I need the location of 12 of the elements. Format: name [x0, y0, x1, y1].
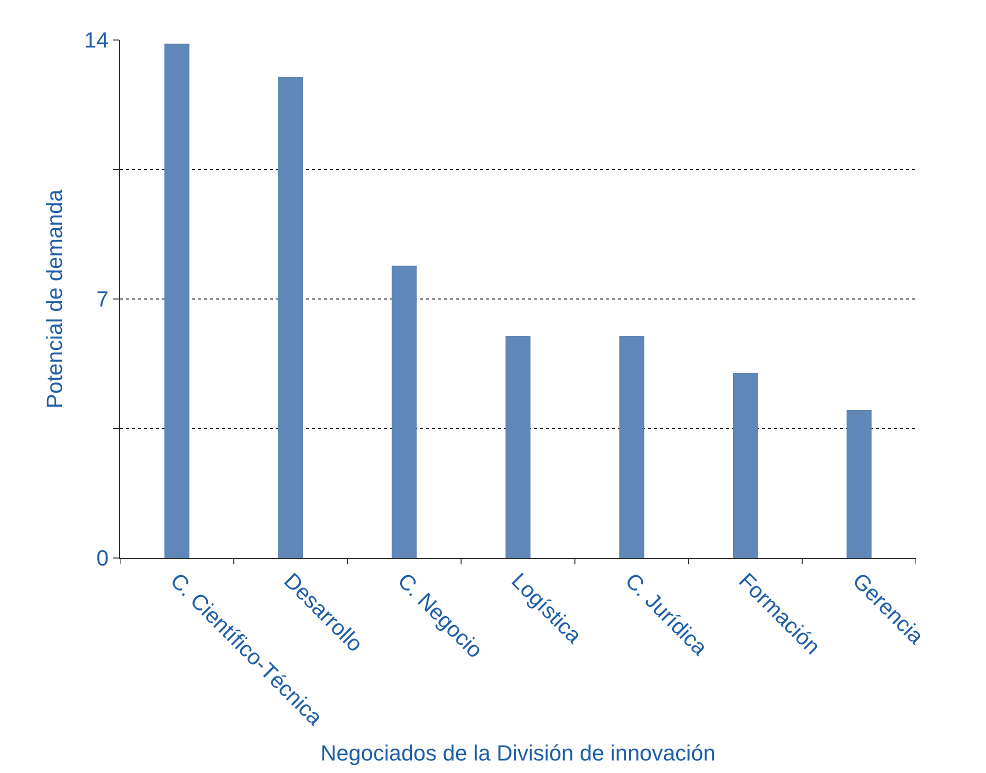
bar — [732, 373, 758, 558]
y-axis-title: Potencial de demanda — [42, 188, 67, 408]
y-tick-label: 0 — [96, 546, 109, 571]
x-axis-title: Negociados de la División de innovación — [320, 740, 716, 766]
bar — [846, 410, 872, 558]
bar — [619, 336, 644, 558]
bar — [278, 77, 304, 558]
bar — [392, 266, 417, 558]
y-tick-label: 14 — [84, 28, 109, 53]
y-tick-label: 7 — [96, 286, 109, 312]
bar — [164, 44, 190, 558]
bar — [505, 336, 531, 558]
